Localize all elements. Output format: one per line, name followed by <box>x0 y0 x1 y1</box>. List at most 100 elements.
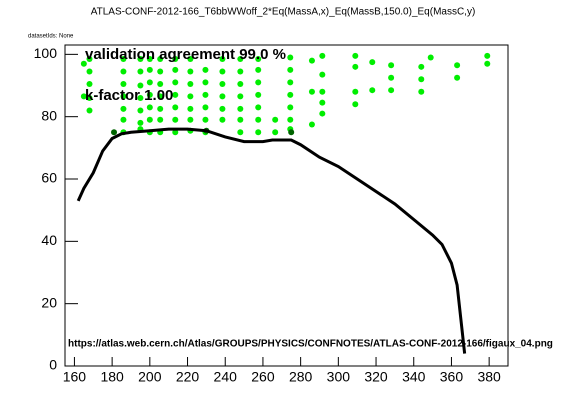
point <box>172 56 179 63</box>
point <box>319 71 326 78</box>
point <box>369 87 376 94</box>
point <box>146 91 153 98</box>
point <box>388 74 395 81</box>
annotation: validation agreement 99.0 % <box>85 46 286 63</box>
point <box>80 60 87 67</box>
point <box>237 116 244 123</box>
point <box>237 105 244 112</box>
point <box>484 60 491 67</box>
point <box>427 54 434 61</box>
y-tick-label: 20 <box>41 294 57 310</box>
point <box>86 94 93 101</box>
point <box>172 79 179 86</box>
point <box>157 105 164 112</box>
point <box>287 116 294 123</box>
point <box>255 116 262 123</box>
point <box>308 88 315 95</box>
point <box>172 116 179 123</box>
point <box>120 93 127 100</box>
point <box>146 79 153 86</box>
point <box>157 56 164 63</box>
point <box>255 56 262 63</box>
point <box>187 80 194 87</box>
x-tick-label: 200 <box>138 369 162 385</box>
x-tick-label: 280 <box>289 369 313 385</box>
point <box>146 56 153 63</box>
point <box>137 119 144 126</box>
point <box>187 116 194 123</box>
point <box>352 52 359 59</box>
x-tick-label: 380 <box>477 369 501 385</box>
point <box>255 79 262 86</box>
point <box>86 68 93 75</box>
point <box>287 104 294 111</box>
point <box>172 91 179 98</box>
point <box>137 94 144 101</box>
point <box>255 91 262 98</box>
point <box>484 52 491 59</box>
point <box>157 80 164 87</box>
point <box>111 129 118 136</box>
point <box>86 80 93 87</box>
point <box>287 79 294 86</box>
y-tick-label: 0 <box>49 357 57 373</box>
point <box>146 66 153 73</box>
point <box>219 105 226 112</box>
point <box>369 59 376 66</box>
point <box>187 68 194 75</box>
point <box>237 68 244 75</box>
point <box>120 116 127 123</box>
annotation: https://atlas.web.cern.ch/Atlas/GROUPS/P… <box>68 339 553 350</box>
point <box>288 129 295 136</box>
point <box>319 52 326 59</box>
point <box>418 88 425 95</box>
point <box>308 121 315 128</box>
point <box>120 56 127 63</box>
point <box>146 104 153 111</box>
point <box>172 104 179 111</box>
x-tick-label: 360 <box>440 369 464 385</box>
point <box>86 56 93 63</box>
point <box>272 116 279 123</box>
annotation: k-factor 1.00 <box>85 87 173 104</box>
point <box>255 66 262 73</box>
point <box>202 116 209 123</box>
point <box>202 91 209 98</box>
x-tick-label: 160 <box>63 369 87 385</box>
x-tick-label: 300 <box>327 369 351 385</box>
point <box>187 105 194 112</box>
point <box>319 110 326 117</box>
point <box>187 56 194 63</box>
point <box>388 62 395 69</box>
x-tick-label: 320 <box>364 369 388 385</box>
point <box>120 105 127 112</box>
point <box>308 57 315 64</box>
point <box>120 80 127 87</box>
point <box>237 80 244 87</box>
point <box>352 63 359 70</box>
point <box>86 107 93 114</box>
subtitle: datasetIds: None <box>28 34 74 40</box>
frame <box>64 44 509 367</box>
chart-title: ATLAS-CONF-2012-166_T6bbWWoff_2*Eq(MassA… <box>91 7 476 18</box>
y-tick-label: 100 <box>34 45 58 61</box>
point <box>219 93 226 100</box>
point <box>219 56 226 63</box>
x-tick-label: 180 <box>100 369 124 385</box>
point <box>219 68 226 75</box>
point <box>287 54 294 61</box>
point <box>137 107 144 114</box>
point <box>202 79 209 86</box>
point <box>219 116 226 123</box>
point <box>137 82 144 89</box>
point <box>172 66 179 73</box>
point <box>319 99 326 106</box>
point <box>237 129 244 136</box>
point <box>237 56 244 63</box>
x-tick-label: 340 <box>402 369 426 385</box>
point <box>454 62 461 69</box>
point <box>137 68 144 75</box>
point <box>120 68 127 75</box>
point <box>418 63 425 70</box>
